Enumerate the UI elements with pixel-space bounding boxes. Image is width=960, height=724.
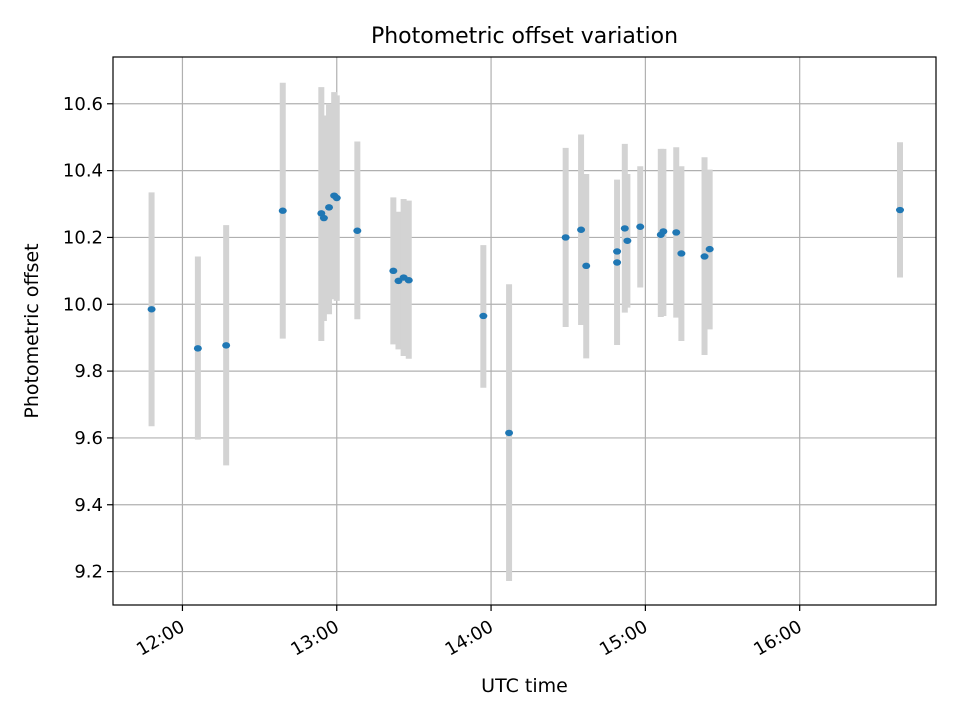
plot-area-frame [112, 56, 937, 606]
data-point [613, 259, 622, 266]
data-point [672, 229, 681, 236]
data-point [319, 214, 328, 222]
data-point [677, 250, 686, 257]
data-point [620, 225, 629, 232]
data-point [577, 226, 586, 233]
data-point [325, 204, 334, 211]
grid [113, 57, 936, 605]
data-point [389, 267, 398, 275]
y-tick-label: 9.2 [74, 562, 103, 583]
data-point [353, 227, 362, 234]
data-point [505, 429, 514, 437]
data-point [278, 207, 287, 214]
data-point [222, 342, 231, 349]
y-axis-ticks: 9.2 9.4 9.6 9.8 10.0 10.2 10.4 10.6 [63, 94, 113, 583]
y-tick-label: 9.8 [74, 361, 103, 382]
data-point [193, 345, 202, 352]
y-axis-label: Photometric offset [21, 243, 43, 418]
data-point [705, 245, 714, 253]
data-point [623, 237, 632, 244]
data-points [147, 192, 904, 437]
data-point [404, 277, 413, 284]
y-tick-label: 10.2 [63, 227, 103, 248]
y-tick-label: 10.0 [63, 294, 103, 315]
data-point [332, 194, 341, 202]
data-point [147, 306, 156, 313]
data-point [895, 206, 904, 214]
data-point [659, 228, 668, 235]
data-point [561, 234, 570, 241]
data-point [582, 262, 591, 270]
x-axis-label: UTC time [481, 675, 568, 697]
data-point [613, 248, 622, 255]
y-tick-label: 10.6 [63, 94, 103, 115]
y-tick-label: 10.4 [63, 161, 103, 182]
chart-title: Photometric offset variation [371, 24, 678, 49]
y-tick-label: 9.6 [74, 428, 103, 449]
y-tick-label: 9.4 [74, 495, 103, 516]
data-point [636, 223, 645, 230]
data-point [700, 253, 709, 260]
data-point [479, 312, 488, 320]
